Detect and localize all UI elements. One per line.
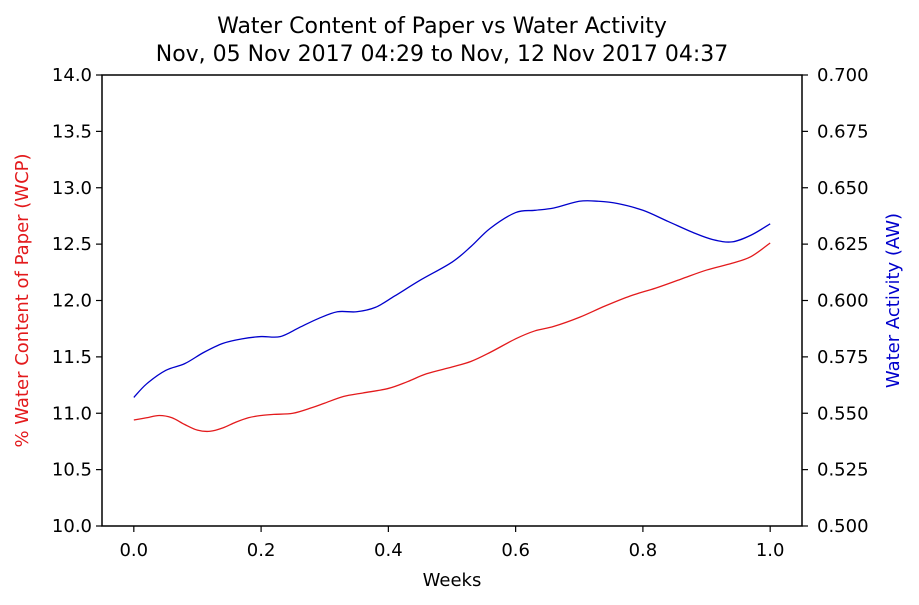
x-tick-label: 0.6 (501, 540, 530, 561)
x-axis-label: Weeks (423, 570, 482, 591)
left-y-tick-label: 10.0 (52, 516, 92, 537)
left-y-axis-ticks: 10.0 10.5 11.0 11.5 12.0 12.5 13.0 13.5 14.0 (52, 65, 102, 537)
right-y-tick-label: 0.650 (817, 178, 869, 199)
x-tick-label: 0.2 (247, 540, 276, 561)
left-y-tick-label: 10.5 (52, 460, 92, 481)
left-y-tick-label: 12.5 (52, 234, 92, 255)
plot-frame (101, 74, 803, 527)
left-y-tick-label: 13.5 (52, 121, 92, 142)
x-axis-ticks: 0.0 0.2 0.4 0.6 0.8 1.0 (119, 526, 785, 561)
right-y-tick-label: 0.500 (817, 516, 869, 537)
left-y-tick-label: 12.0 (52, 291, 92, 312)
x-tick-label: 1.0 (756, 540, 785, 561)
right-y-axis-ticks: 0.500 0.525 0.550 0.575 0.600 0.625 0.650 0.675… (802, 65, 869, 537)
chart-subtitle: Nov, 05 Nov 2017 04:29 to Nov, 12 Nov 20… (156, 42, 729, 67)
x-tick-label: 0.4 (374, 540, 403, 561)
right-y-tick-label: 0.550 (817, 403, 869, 424)
right-y-tick-label: 0.575 (817, 347, 869, 368)
x-tick-label: 0.8 (629, 540, 658, 561)
right-y-tick-label: 0.625 (817, 234, 869, 255)
right-y-tick-label: 0.600 (817, 291, 869, 312)
x-tick-label: 0.0 (119, 540, 148, 561)
right-y-tick-label: 0.700 (817, 65, 869, 86)
left-y-tick-label: 11.5 (52, 347, 92, 368)
left-y-tick-label: 11.0 (52, 403, 92, 424)
aw-series-line (133, 200, 771, 398)
left-y-axis-label: % Water Content of Paper (WCP) (12, 153, 33, 447)
wcp-series-line (133, 242, 771, 433)
right-y-tick-label: 0.525 (817, 460, 869, 481)
chart-title: Water Content of Paper vs Water Activity (217, 14, 667, 39)
series-layer (133, 200, 771, 433)
right-y-axis-label: Water Activity (AW) (883, 213, 904, 388)
left-y-tick-label: 14.0 (52, 65, 92, 86)
right-y-tick-label: 0.675 (817, 121, 869, 142)
left-y-tick-label: 13.0 (52, 178, 92, 199)
